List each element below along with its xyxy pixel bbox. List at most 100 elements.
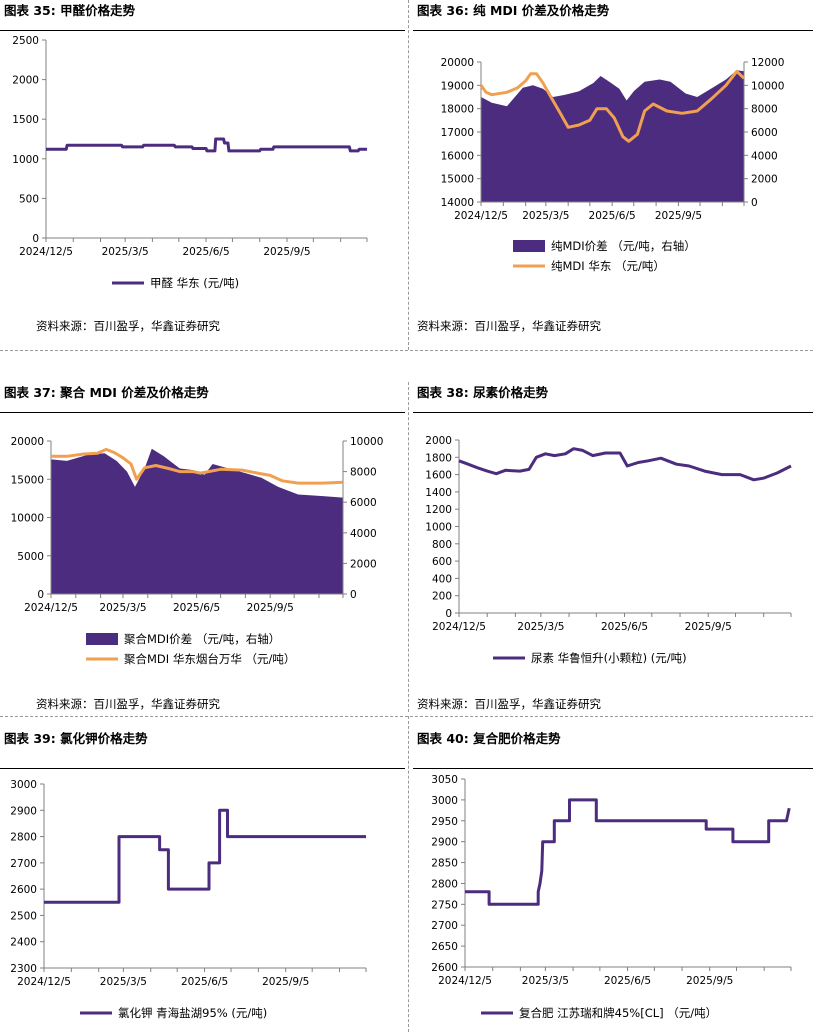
x-tick-label: 2025/3/5 [522, 210, 569, 222]
y-tick-label: 1500 [12, 114, 39, 126]
source-note: 资料来源：百川盈孚，华鑫证券研究 [417, 697, 601, 711]
legend-label: 甲醛 华东 (元/吨) [150, 276, 239, 290]
x-tick-label: 2025/3/5 [102, 246, 149, 258]
y-tick-label: 1000 [12, 154, 39, 166]
x-tick-label: 2024/12/5 [438, 975, 492, 987]
y-tick-label: 2500 [10, 910, 37, 922]
panel-38: 图表 38: 尿素价格走势 0 200 400 600 800 1000 1200 1400 1… [413, 382, 813, 712]
series-line-0 [458, 447, 792, 482]
y-tick-label: 20000 [441, 57, 474, 69]
chart-title: 图表 39: 氯化钾价格走势 [4, 731, 148, 746]
x-tick-label: 2025/6/5 [173, 602, 220, 614]
y-tick-label: 1000 [425, 522, 452, 534]
series-area-0 [481, 70, 744, 202]
column-divider [408, 716, 409, 1032]
series-area-0 [51, 448, 343, 594]
y-tick-label: 2700 [10, 858, 37, 870]
y-tick-label: 0 [445, 608, 452, 620]
y-tick-label: 1600 [425, 470, 452, 482]
series-line-0 [46, 137, 367, 153]
x-tick-label: 2025/6/5 [182, 246, 229, 258]
panel-39: 图表 39: 氯化钾价格走势 2300 2400 2500 2600 2700 2800 2… [0, 728, 405, 1032]
y-tick-label: 17000 [441, 127, 474, 139]
y-tick-label: 2700 [431, 920, 458, 932]
y-tick-label: 2600 [431, 962, 458, 974]
y-tick-label: 1800 [425, 452, 452, 464]
y-tick-label: 5000 [17, 551, 44, 563]
y-tick-label: 400 [432, 573, 452, 585]
panel-37: 图表 37: 聚合 MDI 价差及价格走势 0 5000 10000 15000 200… [0, 382, 405, 712]
y2-tick-label: 4000 [751, 150, 778, 162]
y-tick-label: 2650 [431, 941, 458, 953]
y-tick-label: 2600 [10, 884, 37, 896]
y-tick-label: 16000 [441, 150, 474, 162]
chart-pure-mdi: 14000 15000 16000 17000 18000 19000 20000 0 2000… [441, 57, 785, 273]
y-tick-label: 2400 [10, 937, 37, 949]
x-tick-label: 2025/9/5 [247, 602, 294, 614]
row-divider [0, 716, 813, 717]
source-note: 资料来源：百川盈孚，华鑫证券研究 [36, 697, 220, 711]
y2-tick-label: 6000 [350, 497, 377, 509]
x-tick-label: 2025/9/5 [655, 210, 702, 222]
chart-title: 图表 35: 甲醛价格走势 [4, 3, 136, 18]
y-tick-label: 0 [37, 589, 44, 601]
series-line-1 [51, 447, 344, 485]
y2-tick-label: 0 [751, 197, 758, 209]
y-tick-label: 15000 [11, 474, 44, 486]
y-tick-label: 14000 [441, 197, 474, 209]
y-tick-label: 2000 [425, 435, 452, 447]
chart-title: 图表 36: 纯 MDI 价差及价格走势 [417, 3, 610, 18]
y2-tick-label: 0 [350, 589, 357, 601]
source-note: 资料来源：百川盈孚，华鑫证券研究 [36, 319, 220, 333]
legend-swatch [513, 240, 545, 252]
x-tick-label: 2025/3/5 [100, 976, 147, 988]
chart-formaldehyde: 0 500 1000 1500 2000 2500 2024/12/5 2025/3/5 202… [12, 35, 368, 290]
panel-36: 图表 36: 纯 MDI 价差及价格走势 14000 15000 16000 1700… [413, 0, 813, 350]
legend-label: 氯化钾 青海盐湖95% (元/吨) [118, 1006, 267, 1020]
chart-compound-fertilizer: 2600 2650 2700 2750 2800 2850 2900 2950 3000 3050… [431, 774, 792, 1020]
y2-tick-label: 8000 [350, 467, 377, 479]
series-line-0 [44, 808, 366, 904]
x-tick-label: 2025/9/5 [262, 976, 309, 988]
y-tick-label: 2850 [431, 858, 458, 870]
y-tick-label: 2900 [10, 805, 37, 817]
legend-label: 复合肥 江苏瑞和牌45%[CL] （元/吨） [519, 1006, 717, 1020]
y-tick-label: 19000 [441, 80, 474, 92]
x-tick-label: 2025/3/5 [99, 602, 146, 614]
legend-label: 纯MDI 华东 （元/吨） [551, 259, 665, 273]
column-divider [408, 0, 409, 350]
title-rule [0, 30, 405, 31]
legend-label: 纯MDI价差 （元/吨，右轴） [551, 239, 696, 253]
x-tick-label: 2024/12/5 [454, 210, 508, 222]
y-tick-label: 200 [432, 591, 452, 603]
y-tick-label: 18000 [441, 104, 474, 116]
y-tick-label: 20000 [11, 436, 44, 448]
panel-40: 图表 40: 复合肥价格走势 2600 2650 2700 2750 2800 2850 2… [413, 728, 813, 1032]
title-rule [413, 768, 813, 769]
title-rule [413, 412, 813, 413]
y2-tick-label: 2000 [350, 558, 377, 570]
y-tick-label: 2800 [431, 878, 458, 890]
x-tick-label: 2025/9/5 [686, 975, 733, 987]
y-tick-label: 10000 [11, 513, 44, 525]
y-tick-label: 800 [432, 539, 452, 551]
x-tick-label: 2024/12/5 [432, 621, 486, 633]
series-line-0 [465, 798, 791, 906]
y2-tick-label: 2000 [751, 174, 778, 186]
panel-35: 图表 35: 甲醛价格走势 0 500 1000 1500 2000 2500 2024/1… [0, 0, 405, 350]
y-tick-label: 2800 [10, 832, 37, 844]
y-tick-label: 500 [19, 193, 39, 205]
chart-potassium-chloride: 2300 2400 2500 2600 2700 2800 2900 3000 2024/12/… [10, 779, 367, 1020]
title-rule [0, 412, 405, 413]
y-tick-label: 2300 [10, 963, 37, 975]
y-tick-label: 2500 [12, 35, 39, 47]
y-tick-label: 1200 [425, 504, 452, 516]
x-tick-label: 2025/6/5 [589, 210, 636, 222]
x-tick-label: 2024/12/5 [17, 976, 71, 988]
x-tick-label: 2025/6/5 [601, 621, 648, 633]
y-tick-label: 2950 [431, 816, 458, 828]
chart-title: 图表 38: 尿素价格走势 [417, 385, 549, 400]
y2-tick-label: 12000 [751, 57, 784, 69]
y2-tick-label: 6000 [751, 127, 778, 139]
y-tick-label: 3000 [431, 795, 458, 807]
